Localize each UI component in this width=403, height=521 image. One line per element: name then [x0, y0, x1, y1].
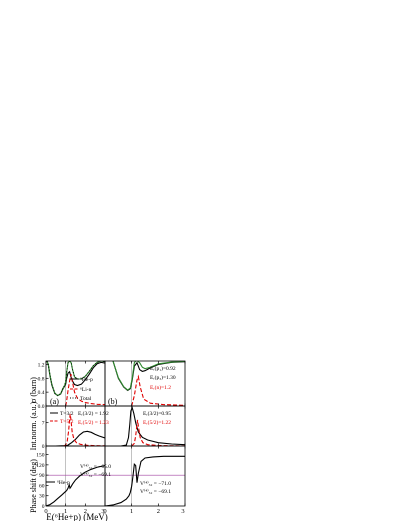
annotation-er-p3: Eᵣ(p₃)=1.30: [150, 374, 176, 381]
x-tick-label: 1: [130, 508, 133, 515]
x-tick-label: 0: [44, 508, 47, 515]
series-line-a-top-1: [65, 374, 105, 406]
annotation-a-er52: Eᵣ(5/2) = 1.23: [78, 419, 109, 426]
series-line-b-mid-0: [120, 406, 185, 446]
legend-label-hep: ⁶He-p: [80, 377, 93, 383]
x-tick-label: 3: [181, 508, 184, 515]
y-label-phase-shift: Phase shift (deg): [29, 459, 38, 513]
axes-frame: [104, 445, 186, 507]
series-line-b-mid-1: [131, 419, 185, 446]
panel-a-tag: (a): [50, 397, 59, 406]
annotation-a-v32: V⁽⁴⁾₃₂ = −65.0: [80, 463, 111, 470]
series-line-a-bot-0: [46, 465, 105, 506]
legend-label-total: Total: [80, 396, 92, 402]
y-tick-label: 1.2: [38, 362, 45, 368]
annotation-a-er32: Eᵣ(3/2) = 1.92: [78, 410, 109, 417]
annotation-a-v52: V⁽⁴⁾₅₂ = −69.1: [80, 471, 111, 478]
legend-label-phase-hep: ⁶He-p: [57, 480, 70, 486]
y-tick-label: 30: [39, 494, 45, 500]
x-axis-label: E(⁶He+p) (MeV): [46, 512, 107, 521]
annotation-b-er52: Eᵣ(5/2)=1.22: [143, 419, 171, 426]
y-label-intensity: Int.norm. (a.u.): [29, 401, 38, 450]
panel-b-tag: (b): [108, 397, 118, 406]
legend-a-bot: ⁶He-p: [46, 480, 70, 486]
annotation-b-v32: V⁽⁴⁾₃₂ = −71.0: [140, 480, 171, 487]
y-tick-label: 0: [42, 444, 45, 450]
panel-b-mid: [104, 405, 186, 447]
series-line-a-top-3: [46, 361, 105, 397]
series-line-a-mid-1: [63, 413, 105, 446]
y-tick-label: 0.4: [38, 390, 45, 396]
annotation-b-v52: V⁽⁴⁾₅₂ = −69.1: [140, 488, 171, 495]
x-tick-label: 2: [84, 508, 87, 515]
series-line-b-top-2: [112, 361, 185, 391]
x-tick-label: 3: [101, 508, 104, 515]
y-tick-label: 60: [39, 483, 45, 489]
legend-a-top: ⁶He-p ⁶Li-n Total: [70, 377, 93, 402]
legend-a-mid: T=3/2 T=5/2: [50, 411, 74, 425]
series-line-b-top-1: [131, 374, 185, 406]
legend-label-lin: ⁶Li-n: [80, 387, 92, 393]
x-tick-label: 1: [64, 508, 67, 515]
y-tick-label: 0.8: [38, 376, 45, 382]
panel-a-top: 0.0 0.4 0.8 1.2: [38, 360, 106, 410]
legend-label-t52: T=5/2: [60, 419, 74, 425]
x-tick-label: 0: [103, 508, 106, 515]
x-tick-label: 2: [157, 508, 160, 515]
y-tick-label: 7: [42, 421, 45, 427]
y-label-cross-section: σ (barn): [29, 377, 38, 403]
annotation-er-n: Eᵣ(n)=1.2: [150, 384, 171, 391]
y-tick-label: 150: [36, 453, 45, 459]
series-line-b-bot-0: [105, 455, 185, 506]
y-tick-label: 90: [39, 473, 45, 479]
panel-b-bot: 0 1 2 3: [103, 445, 186, 515]
y-tick-label: 0: [42, 504, 45, 510]
annotation-b-er32: Eᵣ(3/2)=0.95: [143, 410, 171, 417]
y-tick-label: 0.0: [38, 404, 45, 410]
legend-label-t32: T=3/2: [60, 411, 74, 417]
annotation-er-p1: Eᵣ(p₁)=0.92: [150, 365, 176, 372]
y-tick-label: 120: [36, 463, 45, 469]
